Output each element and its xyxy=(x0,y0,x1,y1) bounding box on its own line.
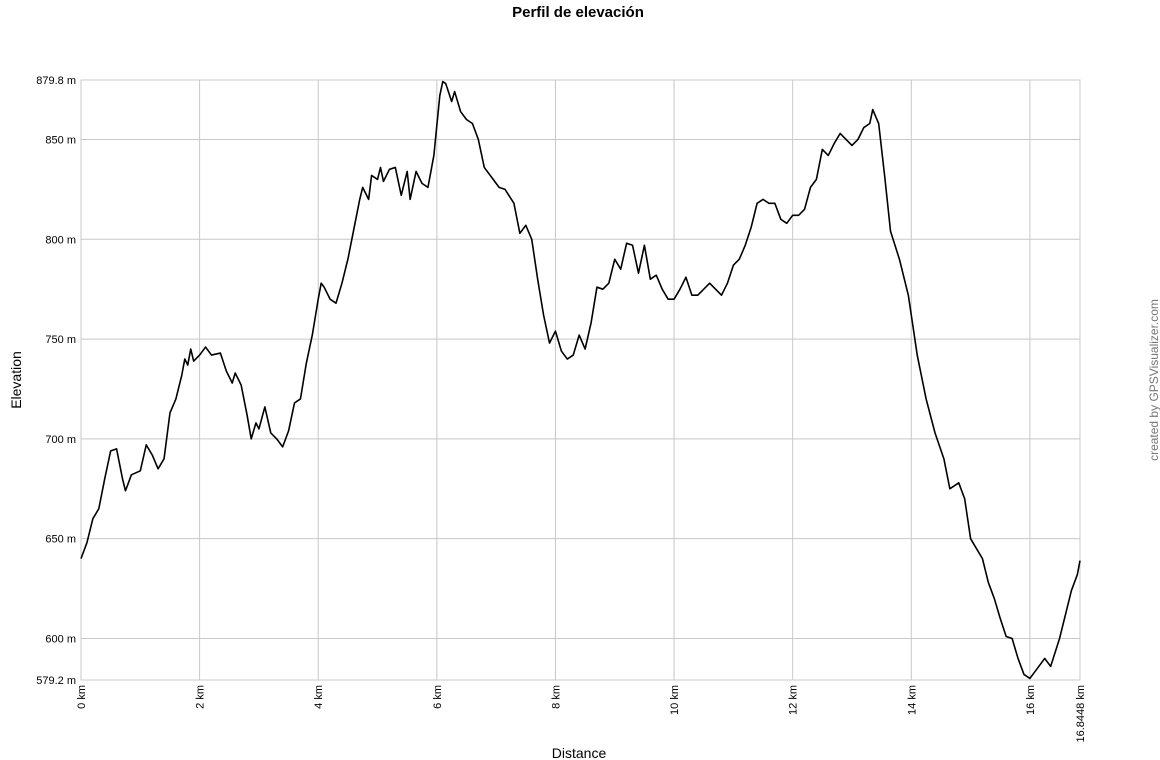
y-tick-label: 700 m xyxy=(45,434,76,446)
chart-title: Perfil de elevación xyxy=(512,4,644,21)
x-axis-label: Distance xyxy=(552,745,607,760)
y-tick-label: 800 m xyxy=(45,234,76,246)
y-tick-label: 750 m xyxy=(45,334,76,346)
y-tick-label: 879.8 m xyxy=(36,75,76,87)
x-tick-label: 16 km xyxy=(1025,685,1037,715)
x-tick-label: 4 km xyxy=(313,685,325,709)
x-tick-label: 0 km xyxy=(76,685,88,709)
y-tick-label: 579.2 m xyxy=(36,675,76,687)
credit: created by GPSVisualizer.com xyxy=(1147,299,1160,461)
x-tick-label: 14 km xyxy=(906,685,918,715)
y-tick-label: 850 m xyxy=(45,134,76,146)
x-tick-label: 6 km xyxy=(432,685,444,709)
x-tick-label: 8 km xyxy=(550,685,562,709)
x-tick-label: 12 km xyxy=(788,685,800,715)
y-axis-label: Elevation xyxy=(8,351,24,409)
x-tick-label: 16.8448 km xyxy=(1075,685,1087,742)
elevation-line xyxy=(80,80,1081,680)
x-tick-label: 10 km xyxy=(669,685,681,715)
x-tick-label: 2 km xyxy=(195,685,207,709)
y-tick-label: 650 m xyxy=(45,534,76,546)
y-tick-label: 600 m xyxy=(45,633,76,645)
